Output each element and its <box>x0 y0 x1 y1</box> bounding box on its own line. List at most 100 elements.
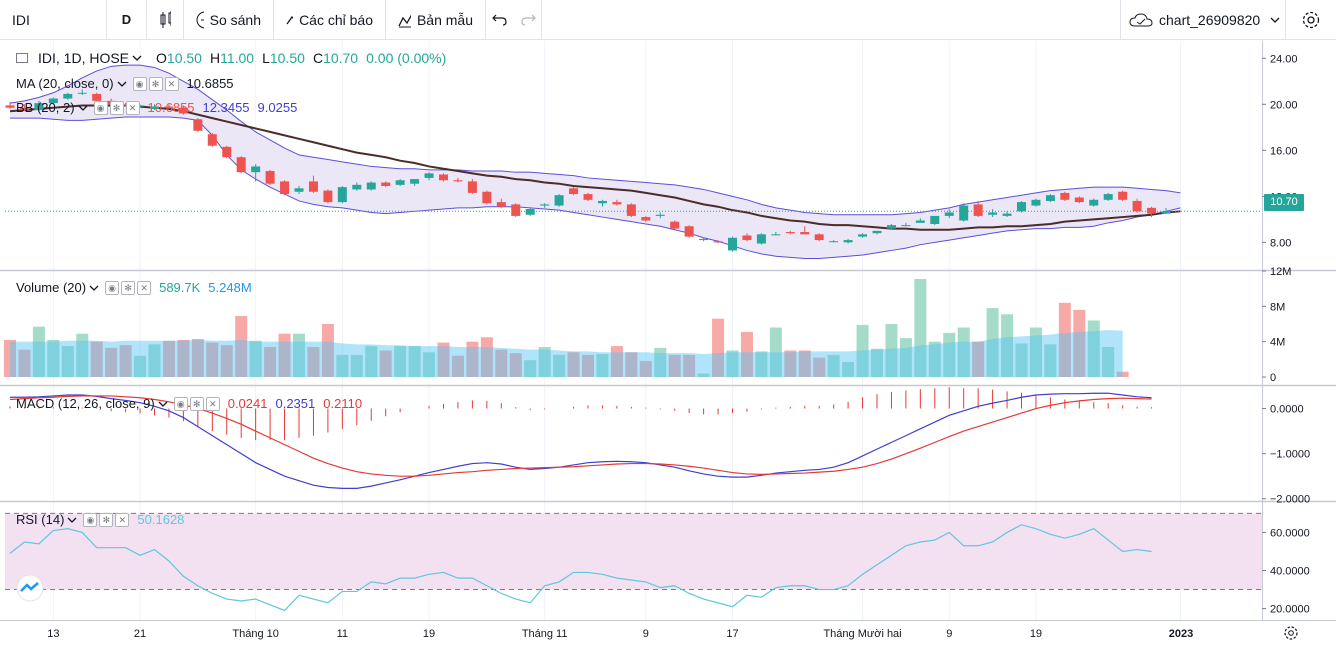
rsi-label[interactable]: RSI (14) <box>16 512 65 527</box>
macd-remove-icon[interactable]: ✕ <box>205 396 220 411</box>
candle <box>280 180 290 196</box>
volume-bar <box>856 324 869 377</box>
volume-bar <box>350 354 363 377</box>
bb-chevron-icon[interactable] <box>78 103 88 113</box>
candle <box>1017 200 1026 213</box>
volume-bar <box>1073 309 1086 377</box>
bb-visibility-icon[interactable]: ◉ <box>93 100 108 115</box>
rsi-settings-icon[interactable]: ✻ <box>99 512 114 527</box>
series-title[interactable]: IDI, 1D, HOSE <box>38 50 130 66</box>
indicators-button[interactable]: Các chỉ báo <box>274 0 386 40</box>
bb-remove-icon[interactable]: ✕ <box>125 100 140 115</box>
chevron-down-icon <box>1270 17 1280 23</box>
candle <box>366 181 376 191</box>
templates-button[interactable]: Bản mẫu <box>386 0 486 40</box>
candle-body <box>280 181 290 195</box>
candle-body <box>164 106 174 108</box>
candle-body <box>1161 211 1171 214</box>
volume-visibility-icon[interactable]: ◉ <box>105 280 120 295</box>
bb-label[interactable]: BB (20, 2) <box>16 100 75 115</box>
candle <box>395 179 405 186</box>
candle <box>424 172 434 181</box>
volume-bar <box>220 345 233 377</box>
volume-bar <box>437 342 450 377</box>
volume-chevron-icon[interactable] <box>89 283 99 293</box>
volume-bar <box>726 350 739 377</box>
volume-bar <box>1087 320 1100 377</box>
redo-button[interactable] <box>514 0 542 40</box>
macd-chevron-icon[interactable] <box>158 399 168 409</box>
macd-label[interactable]: MACD (12, 26, close, 9) <box>16 396 155 411</box>
volume-bar <box>553 354 566 377</box>
candle <box>135 104 145 108</box>
candle-body <box>19 107 29 111</box>
volume-bar <box>119 345 132 377</box>
chart-name-label: chart_26909820 <box>1159 12 1261 28</box>
close-value: 10.70 <box>323 50 359 66</box>
candle-body <box>150 106 159 109</box>
volume-bar <box>1029 327 1042 377</box>
symbol-search-button[interactable]: IDI <box>0 0 107 40</box>
candle-body <box>713 241 723 243</box>
volume-bar <box>885 324 898 377</box>
volume-remove-icon[interactable]: ✕ <box>137 280 152 295</box>
chart-type-button[interactable] <box>147 0 184 40</box>
volume-bar <box>191 339 204 377</box>
candle-body <box>655 214 665 216</box>
rsi-chevron-icon[interactable] <box>67 515 77 525</box>
time-axis-label: 11 <box>337 628 348 640</box>
chart-layout-button[interactable]: chart_26909820 <box>1120 0 1285 40</box>
ma-visibility-icon[interactable]: ◉ <box>132 76 147 91</box>
rsi-visibility-icon[interactable]: ◉ <box>83 512 98 527</box>
ma-chevron-icon[interactable] <box>117 79 127 89</box>
ma-settings-icon[interactable]: ✻ <box>148 76 163 91</box>
candle <box>1103 192 1113 201</box>
low-value: 10.50 <box>269 50 305 66</box>
time-axis-label: Tháng Mười hai <box>823 628 901 640</box>
axis-label: 20.0000 <box>1270 604 1310 616</box>
series-chevron-icon[interactable] <box>132 53 142 63</box>
candle-body <box>178 107 188 114</box>
volume-settings-icon[interactable]: ✻ <box>121 280 136 295</box>
compare-button[interactable]: So sánh <box>184 0 274 40</box>
volume-label[interactable]: Volume (20) <box>16 280 87 295</box>
bb-settings-icon[interactable]: ✻ <box>109 100 124 115</box>
volume-bar <box>524 360 537 377</box>
macd-hist-value: 0.0241 <box>227 396 268 411</box>
ma-label[interactable]: MA (20, close, 0) <box>16 76 114 91</box>
candle-body <box>872 230 882 234</box>
symbol-label: IDI <box>12 11 30 28</box>
volume-bar <box>639 361 652 377</box>
candle <box>959 203 969 222</box>
time-axis-label: Tháng 11 <box>522 628 568 640</box>
macd-visibility-icon[interactable]: ◉ <box>173 396 188 411</box>
candle <box>684 225 694 238</box>
volume-ma-area <box>10 330 1123 377</box>
last-price-badge: 10.70 <box>1264 194 1304 211</box>
rsi-value: 50.1628 <box>137 512 185 527</box>
candle-body <box>785 232 795 234</box>
collapse-icon[interactable] <box>16 53 28 63</box>
candle <box>222 145 232 159</box>
candle <box>265 169 275 185</box>
macd-settings-icon[interactable]: ✻ <box>189 396 204 411</box>
candle <box>48 97 58 105</box>
candle-body <box>63 93 73 99</box>
chart-area[interactable]: 24.0020.0016.0012.008.0012M8M4M00.0000−1… <box>0 40 1336 660</box>
interval-button[interactable]: D <box>107 0 147 40</box>
volume-bar <box>842 361 855 377</box>
candle <box>1089 198 1099 207</box>
close-label: C <box>312 50 324 66</box>
volume-bar <box>871 348 883 377</box>
volume-bar <box>972 341 985 377</box>
volume-bar <box>307 346 320 377</box>
undo-button[interactable] <box>486 0 514 40</box>
axis-settings-button[interactable] <box>1284 626 1298 640</box>
volume-bar <box>1001 314 1014 377</box>
rsi-remove-icon[interactable]: ✕ <box>115 512 130 527</box>
volume-bar <box>249 340 262 377</box>
ma-remove-icon[interactable]: ✕ <box>164 76 179 91</box>
redo-icon <box>520 14 536 26</box>
volume-bar <box>495 349 508 377</box>
settings-button[interactable] <box>1285 0 1336 40</box>
